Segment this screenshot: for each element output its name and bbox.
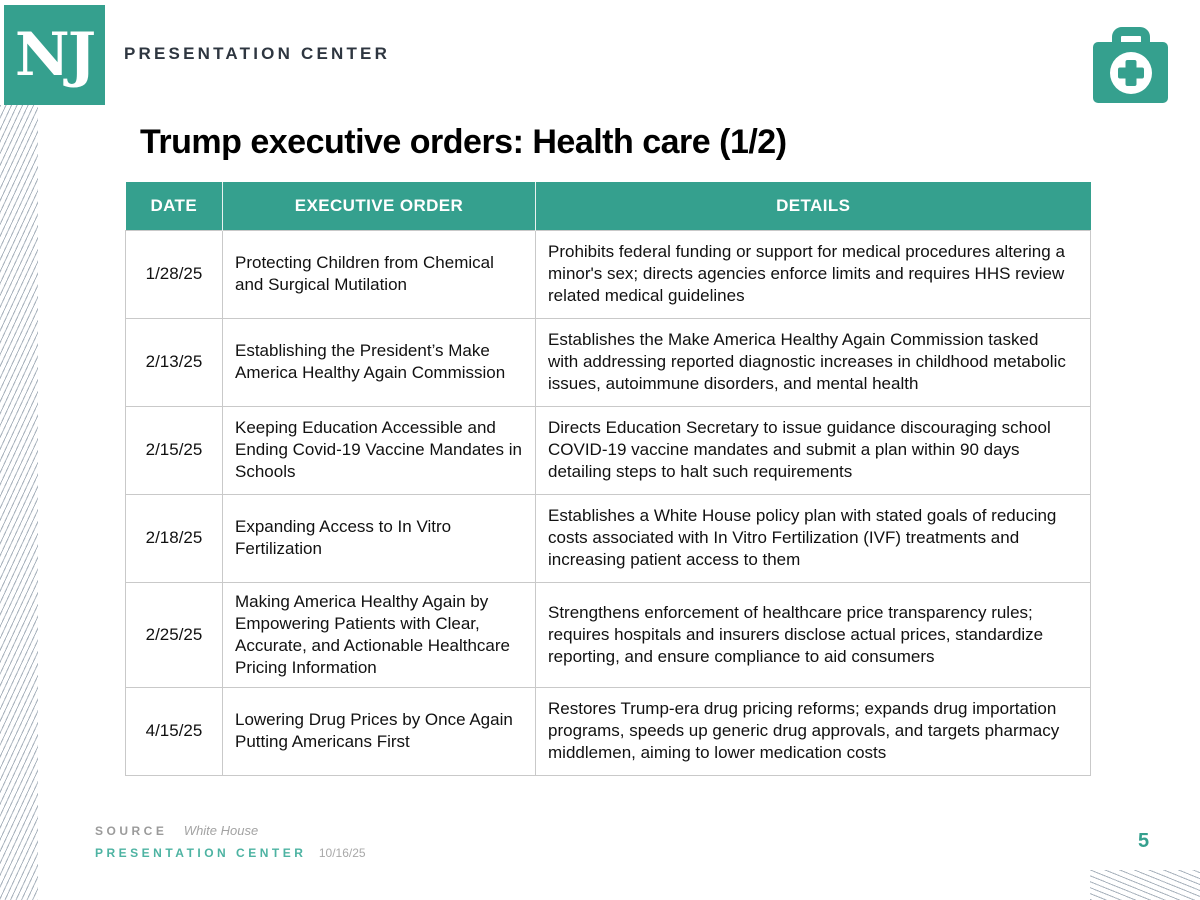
table-row: 2/13/25 Establishing the President’s Mak… <box>125 317 1091 407</box>
first-aid-kit-body <box>1093 42 1168 103</box>
source-value: White House <box>183 823 259 838</box>
cell-executive-order: Expanding Access to In Vitro Fertilizati… <box>222 493 536 583</box>
footer: SOURCE White House PRESENTATION CENTER 1… <box>95 822 366 862</box>
presentation-center-header: PRESENTATION CENTER <box>124 44 391 63</box>
cell-date: 2/15/25 <box>125 405 223 495</box>
footer-brand-label: PRESENTATION CENTER <box>95 846 307 860</box>
executive-orders-table: DATE EXECUTIVE ORDER DETAILS 1/28/25 Pro… <box>125 182 1091 776</box>
cell-details: Restores Trump-era drug pricing reforms;… <box>535 686 1091 776</box>
table-row: 4/15/25 Lowering Drug Prices by Once Aga… <box>125 686 1091 776</box>
footer-date: 10/16/25 <box>318 846 366 860</box>
diagonal-stripes-bottom-right <box>1090 870 1200 900</box>
column-header-date: DATE <box>125 182 223 230</box>
cell-executive-order: Lowering Drug Prices by Once Again Putti… <box>222 686 536 776</box>
table-row: 2/18/25 Expanding Access to In Vitro Fer… <box>125 493 1091 583</box>
cell-details: Directs Education Secretary to issue gui… <box>535 405 1091 495</box>
cell-details: Establishes a White House policy plan wi… <box>535 493 1091 583</box>
table-row: 2/25/25 Making America Healthy Again by … <box>125 581 1091 688</box>
cell-executive-order: Protecting Children from Chemical and Su… <box>222 229 536 319</box>
cell-executive-order: Establishing the President’s Make Americ… <box>222 317 536 407</box>
diagonal-stripes-left <box>0 105 38 900</box>
table-header-row: DATE EXECUTIVE ORDER DETAILS <box>125 182 1091 230</box>
table-row: 2/15/25 Keeping Education Accessible and… <box>125 405 1091 495</box>
column-header-executive-order: EXECUTIVE ORDER <box>222 182 536 230</box>
cell-details: Establishes the Make America Healthy Aga… <box>535 317 1091 407</box>
cell-date: 2/18/25 <box>125 493 223 583</box>
page-title: Trump executive orders: Health care (1/2… <box>140 123 787 161</box>
nj-logo-text: NJ <box>14 20 96 90</box>
source-label: SOURCE <box>95 824 168 838</box>
cell-date: 4/15/25 <box>125 686 223 776</box>
medical-cross-icon <box>1109 51 1152 94</box>
column-header-details: DETAILS <box>535 182 1091 230</box>
first-aid-kit-icon <box>1093 27 1168 103</box>
cell-executive-order: Keeping Education Accessible and Ending … <box>222 405 536 495</box>
cell-date: 1/28/25 <box>125 229 223 319</box>
cell-date: 2/25/25 <box>125 581 223 688</box>
table-row: 1/28/25 Protecting Children from Chemica… <box>125 229 1091 319</box>
page-number: 5 <box>1138 830 1150 852</box>
cell-date: 2/13/25 <box>125 317 223 407</box>
cell-details: Prohibits federal funding or support for… <box>535 229 1091 319</box>
cell-executive-order: Making America Healthy Again by Empoweri… <box>222 581 536 688</box>
nj-logo: NJ <box>4 5 105 105</box>
cell-details: Strengthens enforcement of healthcare pr… <box>535 581 1091 688</box>
